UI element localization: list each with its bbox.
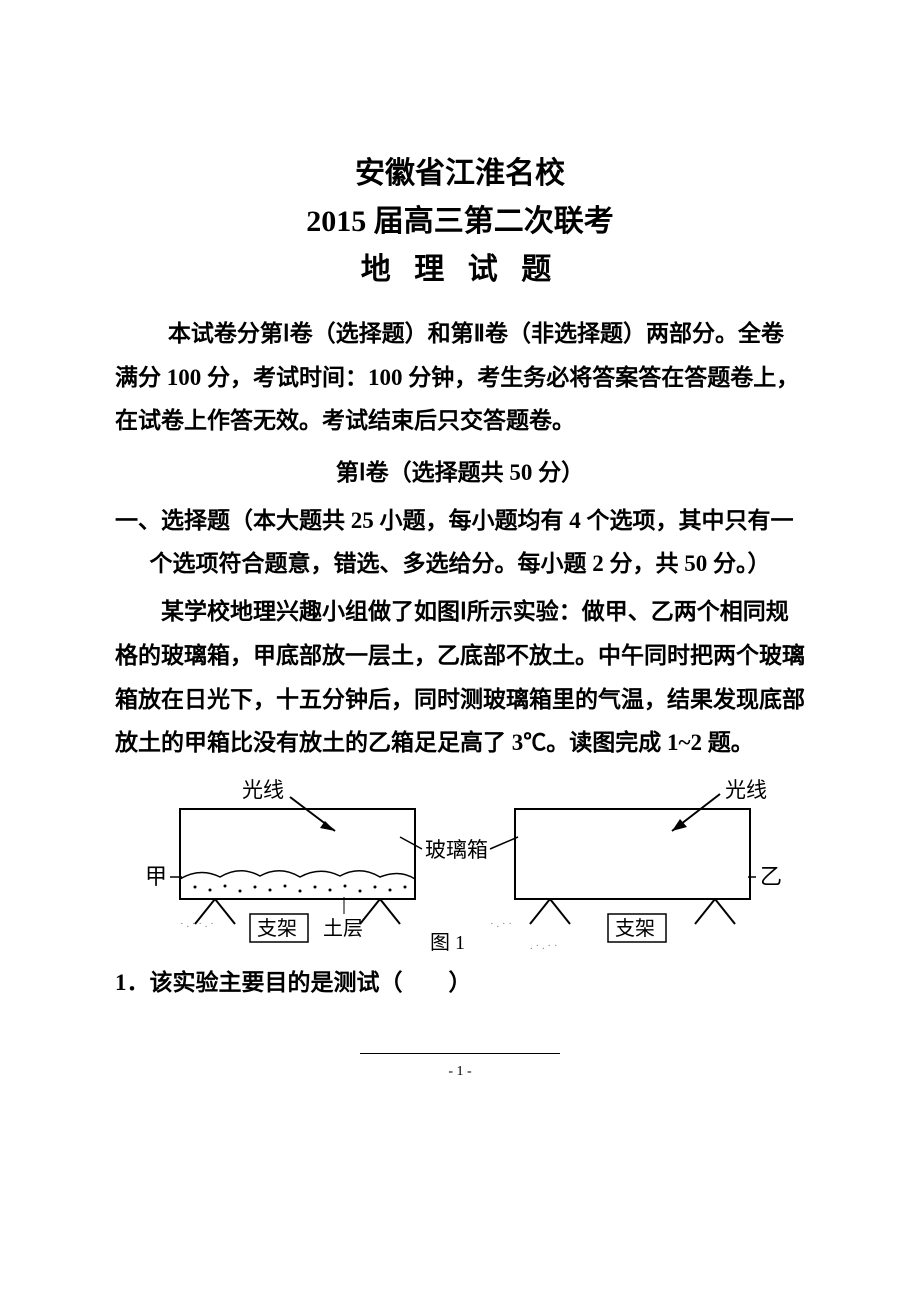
title-school: 安徽省江淮名校 — [115, 150, 805, 198]
exam-instructions: 本试卷分第Ⅰ卷（选择题）和第Ⅱ卷（非选择题）两部分。全卷满分 100 分，考试时… — [115, 312, 805, 443]
question-context: 某学校地理兴趣小组做了如图Ⅰ所示实验：做甲、乙两个相同规格的玻璃箱，甲底部放一层… — [115, 590, 805, 765]
figure-label: 图 1 — [430, 932, 465, 954]
soil-label: 土层 — [323, 917, 363, 940]
svg-text:. · . · ·: . · . · · — [530, 940, 558, 952]
experiment-diagram: 光线 甲 支架 — [115, 779, 805, 954]
light-label-right: 光线 — [725, 779, 767, 802]
page-number: - 1 - — [360, 1053, 560, 1080]
diagram-svg: 光线 甲 支架 — [120, 779, 800, 954]
glass-box-label: 玻璃箱 — [425, 838, 488, 862]
box-a-label: 甲 — [145, 864, 167, 889]
glass-box-right — [515, 809, 750, 899]
section-header: 第Ⅰ卷（选择题共 50 分） — [115, 451, 805, 495]
svg-text:· . · · . ·: · . · · . · — [180, 918, 214, 930]
question-group-header: 一、选择题（本大题共 25 小题，每小题均有 4 个选项，其中只有一个选项符合题… — [115, 499, 805, 586]
title-subject: 地 理 试 题 — [115, 246, 805, 294]
stand-label-right: 支架 — [615, 917, 655, 940]
box-b-label: 乙 — [760, 864, 782, 889]
svg-text:· . · ·: · . · · — [490, 918, 512, 930]
question-1: 1．该实验主要目的是测试（ ） — [115, 962, 805, 1003]
glass-box-left — [180, 809, 415, 899]
light-label-left: 光线 — [242, 779, 284, 802]
stand-label-left: 支架 — [257, 917, 297, 940]
title-exam: 2015 届高三第二次联考 — [115, 198, 805, 246]
title-section: 安徽省江淮名校 2015 届高三第二次联考 地 理 试 题 — [115, 150, 805, 294]
